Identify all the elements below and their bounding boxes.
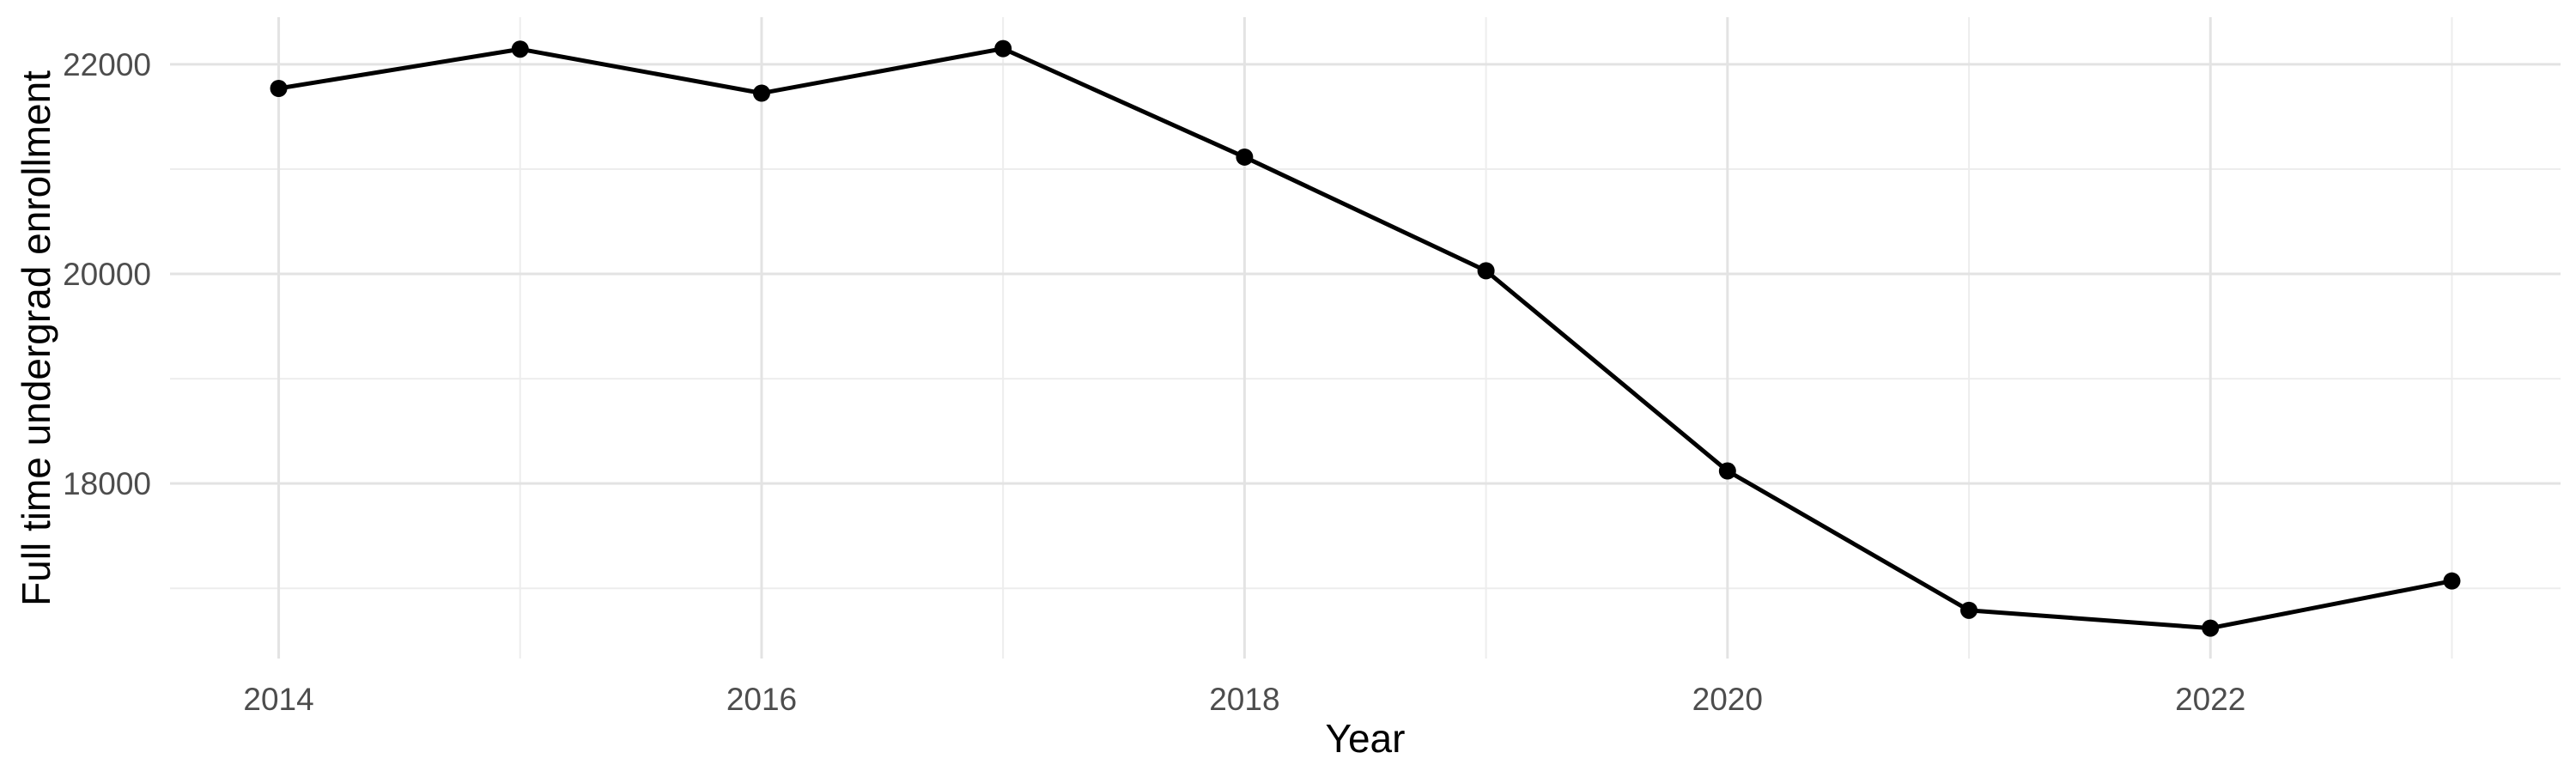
data-point-2020[interactable]: [1718, 462, 1736, 480]
data-point-2023[interactable]: [2443, 572, 2461, 590]
data-point-2018[interactable]: [1236, 148, 1254, 166]
data-point-2019[interactable]: [1477, 262, 1495, 280]
data-point-2015[interactable]: [511, 40, 529, 58]
x-tick-label: 2018: [1209, 682, 1279, 717]
tick-layer: 22000 20000 18000 2014 2016 2018 2020 2022: [63, 47, 2245, 717]
y-tick-label: 22000: [63, 47, 151, 82]
grid-layer: [170, 17, 2561, 659]
y-tick-label: 18000: [63, 466, 151, 501]
series-layer: [270, 39, 2461, 637]
y-tick-label: 20000: [63, 257, 151, 292]
enrollment-trend-line: [278, 46, 2452, 631]
x-tick-label: 2022: [2175, 682, 2245, 717]
y-axis-title: Full time undergrad enrollment: [14, 70, 58, 606]
data-point-2014[interactable]: [270, 80, 288, 97]
x-tick-label: 2014: [243, 682, 313, 717]
x-tick-label: 2016: [726, 682, 797, 717]
x-axis-title: Year: [1326, 716, 1406, 761]
x-tick-label: 2020: [1692, 682, 1763, 717]
data-point-2017[interactable]: [994, 39, 1012, 58]
data-point-2016[interactable]: [752, 84, 770, 102]
data-point-2021[interactable]: [1960, 601, 1978, 619]
data-point-2022[interactable]: [2202, 619, 2220, 637]
